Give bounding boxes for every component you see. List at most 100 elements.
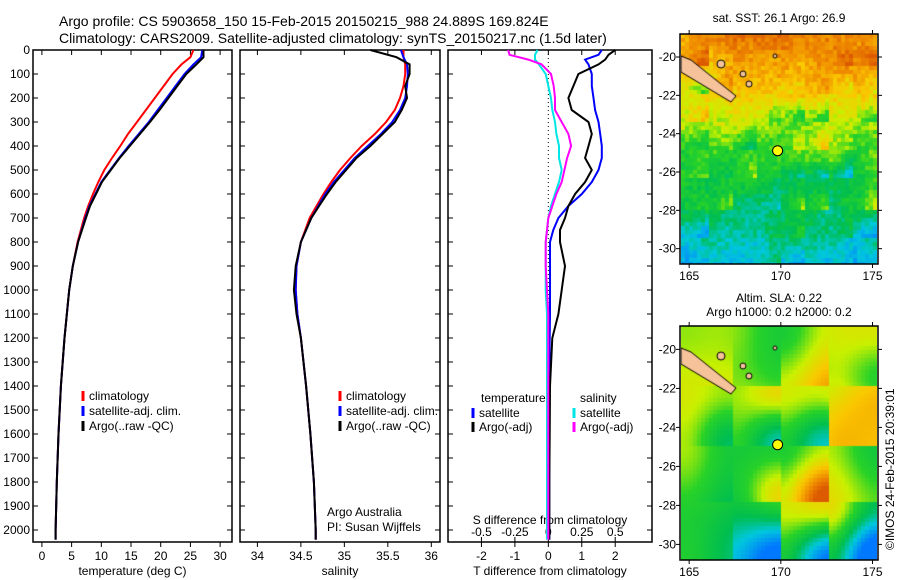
- argo-location-marker: [772, 439, 784, 451]
- argo-location-marker: [772, 145, 784, 157]
- x2-tick-label: 0.5: [607, 525, 624, 539]
- x2-tick-label: -0.25: [501, 525, 529, 539]
- series-line-satellite-adj-clim-: [54, 49, 204, 540]
- x-tick-label: 175: [862, 565, 882, 579]
- y-tick-label: -28: [659, 203, 677, 217]
- y-tick-label: -20: [659, 342, 677, 356]
- legend-group-title: temperature: [481, 391, 546, 405]
- legend-group-title: salinity: [580, 391, 617, 405]
- legend-label: satellite-adj. clim.: [346, 404, 438, 418]
- difference-profile-frame: [447, 49, 653, 543]
- y-tick-label: -26: [659, 459, 677, 473]
- x-tick-label: 175: [862, 269, 882, 283]
- x-tick-label: 10: [95, 549, 109, 563]
- y-tick-label: 600: [10, 187, 30, 201]
- series-line-t-argo-adj-: [548, 49, 616, 540]
- x-tick-label: -1: [510, 549, 521, 563]
- y-tick-label: -26: [659, 165, 677, 179]
- x2-tick-label: 0.25: [570, 525, 594, 539]
- x-tick-label: 165: [679, 565, 699, 579]
- map-title: sat. SST: 26.1 Argo: 26.9: [713, 11, 846, 25]
- series-line-s-satellite: [534, 49, 563, 540]
- legend-label: climatology: [346, 389, 406, 403]
- x-tick-label: 1: [578, 549, 585, 563]
- legend-label: satellite: [580, 406, 621, 420]
- salinity-profile-frame: [239, 49, 441, 543]
- y-tick-label: 500: [10, 163, 30, 177]
- y-tick-label: 400: [10, 139, 30, 153]
- y-tick-label: 100: [10, 67, 30, 81]
- y-tick-label: 800: [10, 235, 30, 249]
- x-tick-label: 15: [124, 549, 138, 563]
- x-tick-label: 25: [184, 549, 198, 563]
- y-tick-label: -22: [659, 381, 677, 395]
- x-tick-label: 170: [771, 269, 791, 283]
- sst-map-frame: [679, 33, 879, 265]
- sla-map-frame: [679, 325, 879, 561]
- y-tick-label: 1800: [3, 475, 30, 489]
- y-tick-label: -28: [659, 498, 677, 512]
- x-tick-label: 35.5: [376, 549, 400, 563]
- y-tick-label: -20: [659, 50, 677, 64]
- legend-label: Argo(-adj): [479, 420, 532, 434]
- y-tick-label: 1200: [3, 331, 30, 345]
- x-axis-label: T difference from climatology: [473, 564, 627, 578]
- y-tick-label: 1000: [3, 283, 30, 297]
- x-tick-label: 36: [425, 549, 439, 563]
- title-line-2: Climatology: CARS2009. Satellite-adjuste…: [59, 30, 607, 46]
- x-tick-label: 5: [68, 549, 75, 563]
- legend-label: Argo(..raw -QC): [89, 419, 174, 433]
- annotation-text: PI: Susan Wijffels: [327, 520, 421, 534]
- x-tick-label: 20: [154, 549, 168, 563]
- x-tick-label: 34: [251, 549, 265, 563]
- y-tick-label: 200: [10, 91, 30, 105]
- series-line-climatology: [54, 49, 195, 540]
- y-tick-label: 1400: [3, 379, 30, 393]
- y-tick-label: -24: [659, 420, 677, 434]
- title-line-1: Argo profile: CS 5903658_150 15-Feb-2015…: [59, 13, 549, 29]
- series-line-t-satellite: [548, 49, 603, 540]
- y-tick-label: 1700: [3, 451, 30, 465]
- legend-label: satellite-adj. clim.: [89, 404, 181, 418]
- y-tick-label: 2000: [3, 523, 30, 537]
- x-axis-label: salinity: [322, 564, 359, 578]
- y-tick-label: -24: [659, 127, 677, 141]
- y-tick-label: -22: [659, 88, 677, 102]
- y-tick-label: 900: [10, 259, 30, 273]
- y-tick-label: 1500: [3, 403, 30, 417]
- x-tick-label: -2: [476, 549, 487, 563]
- y-tick-label: -30: [659, 537, 677, 551]
- x-tick-label: 30: [213, 549, 227, 563]
- x-tick-label: 0: [545, 549, 552, 563]
- y-tick-label: 1300: [3, 355, 30, 369]
- x-tick-label: 170: [771, 565, 791, 579]
- x2-tick-label: -0.5: [471, 525, 492, 539]
- y-tick-label: 700: [10, 211, 30, 225]
- x-tick-label: 0: [39, 549, 46, 563]
- y-tick-label: 1100: [4, 307, 30, 321]
- series-line-argo-raw-qc-: [292, 49, 411, 540]
- x-tick-label: 34.5: [289, 549, 313, 563]
- credit-text: ©IMOS 24-Feb-2015 20:39:01: [883, 388, 897, 550]
- map-title: Altim. SLA: 0.22: [736, 291, 822, 305]
- y-tick-label: 0: [23, 43, 30, 57]
- x-axis-label: temperature (deg C): [78, 564, 186, 578]
- series-line-s-argo-adj-: [507, 49, 573, 540]
- y-tick-label: 1600: [3, 427, 30, 441]
- legend-label: Argo(..raw -QC): [346, 419, 431, 433]
- y-tick-label: 300: [10, 115, 30, 129]
- x-tick-label: 165: [679, 269, 699, 283]
- map-subtitle: Argo h1000: 0.2 h2000: 0.2: [706, 305, 852, 319]
- legend-label: Argo(-adj): [580, 420, 633, 434]
- legend-label: satellite: [479, 406, 520, 420]
- y-tick-label: -30: [659, 242, 677, 256]
- legend-label: climatology: [89, 389, 149, 403]
- y-tick-label: 1900: [3, 499, 30, 513]
- annotation-text: Argo Australia: [327, 505, 402, 519]
- series-line-argo-raw-qc-: [54, 50, 205, 540]
- x-tick-label: 35: [338, 549, 352, 563]
- x-tick-label: 2: [612, 549, 619, 563]
- temperature-profile-frame: [32, 49, 233, 543]
